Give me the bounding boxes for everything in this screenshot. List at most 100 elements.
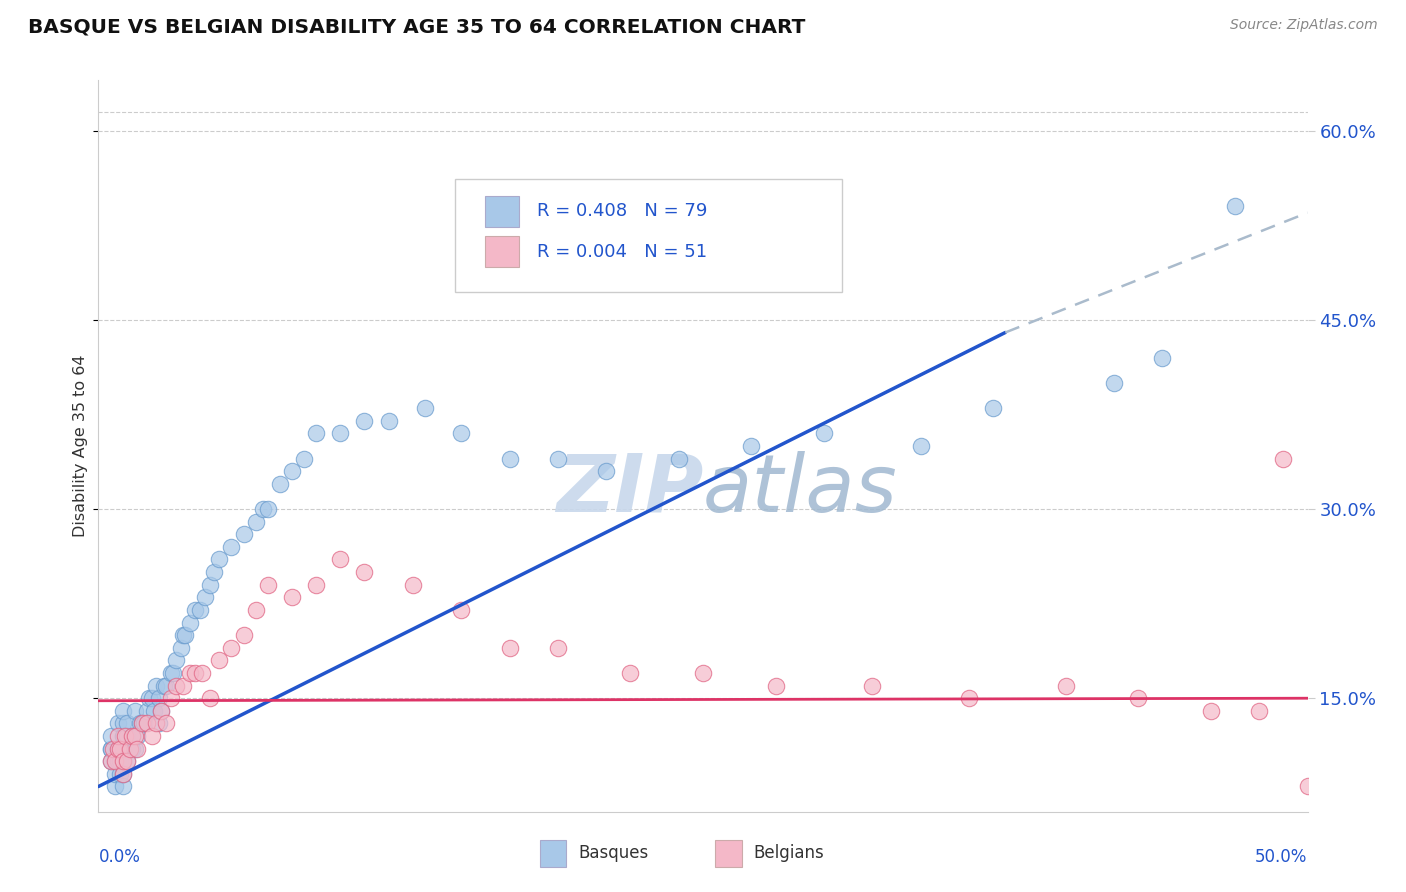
Point <box>194 591 217 605</box>
Text: R = 0.004   N = 51: R = 0.004 N = 51 <box>537 244 707 261</box>
Point <box>108 741 131 756</box>
Point <box>121 729 143 743</box>
Point <box>111 767 134 781</box>
Point <box>245 515 267 529</box>
Point <box>957 691 980 706</box>
Point <box>413 401 436 416</box>
Y-axis label: Disability Age 35 to 64: Disability Age 35 to 64 <box>73 355 87 537</box>
Point <box>1152 351 1174 365</box>
Point <box>124 729 146 743</box>
Point <box>174 628 197 642</box>
Point <box>143 704 166 718</box>
Point <box>981 401 1004 416</box>
Point <box>256 502 278 516</box>
Point <box>148 691 170 706</box>
Point <box>117 729 139 743</box>
Point <box>377 414 399 428</box>
Text: 0.0%: 0.0% <box>98 848 141 866</box>
FancyBboxPatch shape <box>485 236 519 267</box>
Text: R = 0.408   N = 79: R = 0.408 N = 79 <box>537 202 707 220</box>
Point <box>111 704 134 718</box>
Point <box>100 741 122 756</box>
Point <box>1249 704 1271 718</box>
Point <box>860 679 883 693</box>
Point <box>107 741 129 756</box>
Point <box>134 716 156 731</box>
Point <box>107 729 129 743</box>
Point <box>121 729 143 743</box>
Point <box>111 716 134 731</box>
Point <box>155 679 177 693</box>
Point <box>619 665 641 680</box>
Point <box>101 741 124 756</box>
Point <box>165 653 187 667</box>
Point <box>104 780 127 794</box>
Point <box>141 691 163 706</box>
Point <box>127 729 149 743</box>
Point <box>765 679 787 693</box>
Point <box>100 741 122 756</box>
Point <box>138 691 160 706</box>
Point <box>450 426 472 441</box>
Point <box>910 439 932 453</box>
Point <box>329 426 352 441</box>
Point <box>353 414 375 428</box>
Text: Basques: Basques <box>578 845 648 863</box>
Point <box>179 665 201 680</box>
Point <box>104 754 127 768</box>
Point <box>204 565 226 579</box>
Point <box>184 603 207 617</box>
Point <box>221 640 243 655</box>
Point <box>813 426 835 441</box>
Point <box>100 754 122 768</box>
FancyBboxPatch shape <box>540 840 567 867</box>
Point <box>117 754 139 768</box>
Point <box>281 591 304 605</box>
Point <box>1272 451 1295 466</box>
Point <box>1199 704 1222 718</box>
Point <box>111 767 134 781</box>
Point <box>595 464 617 478</box>
Point <box>121 741 143 756</box>
Point <box>155 716 177 731</box>
FancyBboxPatch shape <box>485 196 519 227</box>
Point <box>547 451 569 466</box>
Point <box>169 640 191 655</box>
Point <box>135 716 157 731</box>
Point <box>107 754 129 768</box>
Point <box>150 704 173 718</box>
Point <box>269 476 291 491</box>
Point <box>131 716 153 731</box>
Point <box>498 451 520 466</box>
Point <box>498 640 520 655</box>
Point <box>114 729 136 743</box>
Point <box>152 679 174 693</box>
Point <box>179 615 201 630</box>
Point <box>402 578 425 592</box>
Point <box>107 741 129 756</box>
Point <box>740 439 762 453</box>
Point <box>1054 679 1077 693</box>
Point <box>108 741 131 756</box>
Point <box>100 754 122 768</box>
Point <box>108 754 131 768</box>
Text: BASQUE VS BELGIAN DISABILITY AGE 35 TO 64 CORRELATION CHART: BASQUE VS BELGIAN DISABILITY AGE 35 TO 6… <box>28 18 806 37</box>
Point <box>329 552 352 566</box>
Point <box>111 741 134 756</box>
Point <box>305 426 328 441</box>
Point <box>256 578 278 592</box>
Point <box>1223 199 1246 213</box>
Point <box>692 665 714 680</box>
Point <box>150 704 173 718</box>
Point <box>172 679 194 693</box>
Point <box>1296 780 1319 794</box>
Point <box>450 603 472 617</box>
FancyBboxPatch shape <box>456 179 842 293</box>
Point <box>124 704 146 718</box>
Point <box>305 578 328 592</box>
Point <box>208 552 231 566</box>
Point <box>111 754 134 768</box>
Point <box>107 716 129 731</box>
Point <box>145 716 167 731</box>
Point <box>353 565 375 579</box>
